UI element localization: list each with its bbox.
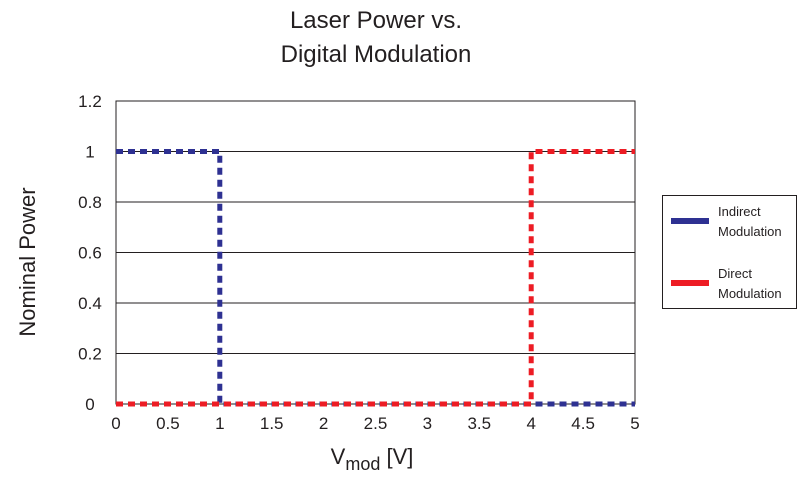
plot-frame [115, 100, 636, 405]
x-tick-label-4: 2 [319, 414, 328, 433]
x-tick-label-10: 5 [630, 414, 639, 433]
legend-swatch-indirect [671, 218, 709, 224]
legend-label-indirect-line2: Modulation [718, 224, 782, 239]
x-tick-label-8: 4 [526, 414, 535, 433]
legend-label-direct: Direct Modulation [718, 264, 797, 304]
y-tick-label-5: 1 [85, 143, 94, 162]
y-tick-label-6: 1.2 [78, 92, 102, 111]
series-line-direct [116, 149, 635, 407]
x-axis-label: Vmod [V] [331, 444, 414, 475]
x-tick-label-0: 0 [111, 414, 120, 433]
y-tick-label-0: 0 [85, 395, 94, 414]
y-tick-label-1: 0.2 [78, 345, 102, 364]
legend-label-direct-line2: Modulation [718, 286, 782, 301]
y-tick-label-4: 0.8 [78, 193, 102, 212]
legend-label-indirect-line1: Indirect [718, 204, 761, 219]
x-tick-label-7: 3.5 [467, 414, 491, 433]
legend: Indirect Modulation Direct Modulation [662, 195, 797, 309]
x-axis-label-subscript: mod [345, 454, 381, 474]
x-tick-label-9: 4.5 [571, 414, 595, 433]
legend-label-indirect: Indirect Modulation [718, 202, 797, 242]
x-tick-label-6: 3 [423, 414, 432, 433]
legend-swatch-direct [671, 280, 709, 286]
x-axis-label-main: V [330, 444, 346, 469]
chart-title-line2: Digital Modulation [280, 41, 472, 68]
x-tick-label-1: 0.5 [156, 414, 180, 433]
x-tick-label-3: 1.5 [260, 414, 284, 433]
y-axis-label: Nominal Power [15, 187, 40, 337]
y-tick-label-2: 0.4 [78, 294, 102, 313]
y-tick-label-3: 0.6 [78, 244, 102, 263]
legend-item-direct: Direct Modulation [663, 262, 797, 306]
chart-title: Laser Power vs. Digital Modulation [226, 4, 526, 72]
legend-label-direct-line1: Direct [718, 266, 752, 281]
x-tick-label-5: 2.5 [364, 414, 388, 433]
x-axis-label-unit: [V] [380, 444, 414, 469]
series-line-indirect [116, 149, 635, 407]
chart-title-line1: Laser Power vs. [289, 7, 463, 34]
legend-item-indirect: Indirect Modulation [663, 200, 797, 244]
x-tick-label-2: 1 [215, 414, 224, 433]
